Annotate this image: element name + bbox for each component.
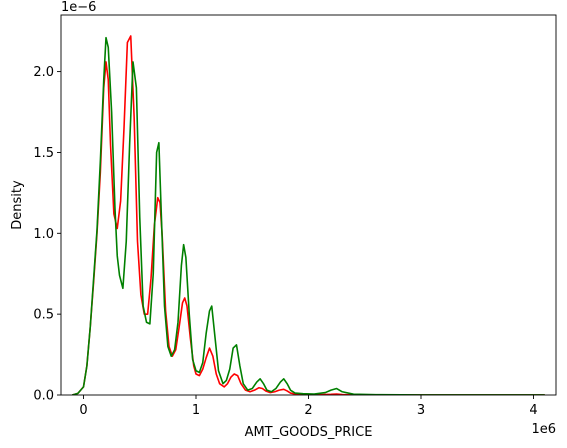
axes: 0 1 2 3 4 0.0 0.5 1.0 1.5 2.0 xyxy=(33,14,557,418)
x-tick-label: 1 xyxy=(192,403,200,418)
plot-area xyxy=(72,35,545,395)
x-axis-label: AMT_GOODS_PRICE xyxy=(245,425,373,440)
x-axis-offset-text: 1e6 xyxy=(531,422,556,437)
y-tick-label: 1.5 xyxy=(33,146,54,161)
x-tick-label: 2 xyxy=(304,403,312,418)
y-tick-label: 1.0 xyxy=(33,227,54,242)
x-tick-label: 4 xyxy=(529,403,537,418)
x-tick-label: 3 xyxy=(417,403,425,418)
y-tick-label: 2.0 xyxy=(33,65,54,80)
y-axis-label: Density xyxy=(10,180,25,230)
x-tick-label: 0 xyxy=(79,403,87,418)
y-tick-label: 0.5 xyxy=(33,308,54,323)
y-tick-label: 0.0 xyxy=(33,389,54,404)
y-axis-offset-text: 1e−6 xyxy=(61,0,96,15)
series-line-2 xyxy=(72,36,545,395)
